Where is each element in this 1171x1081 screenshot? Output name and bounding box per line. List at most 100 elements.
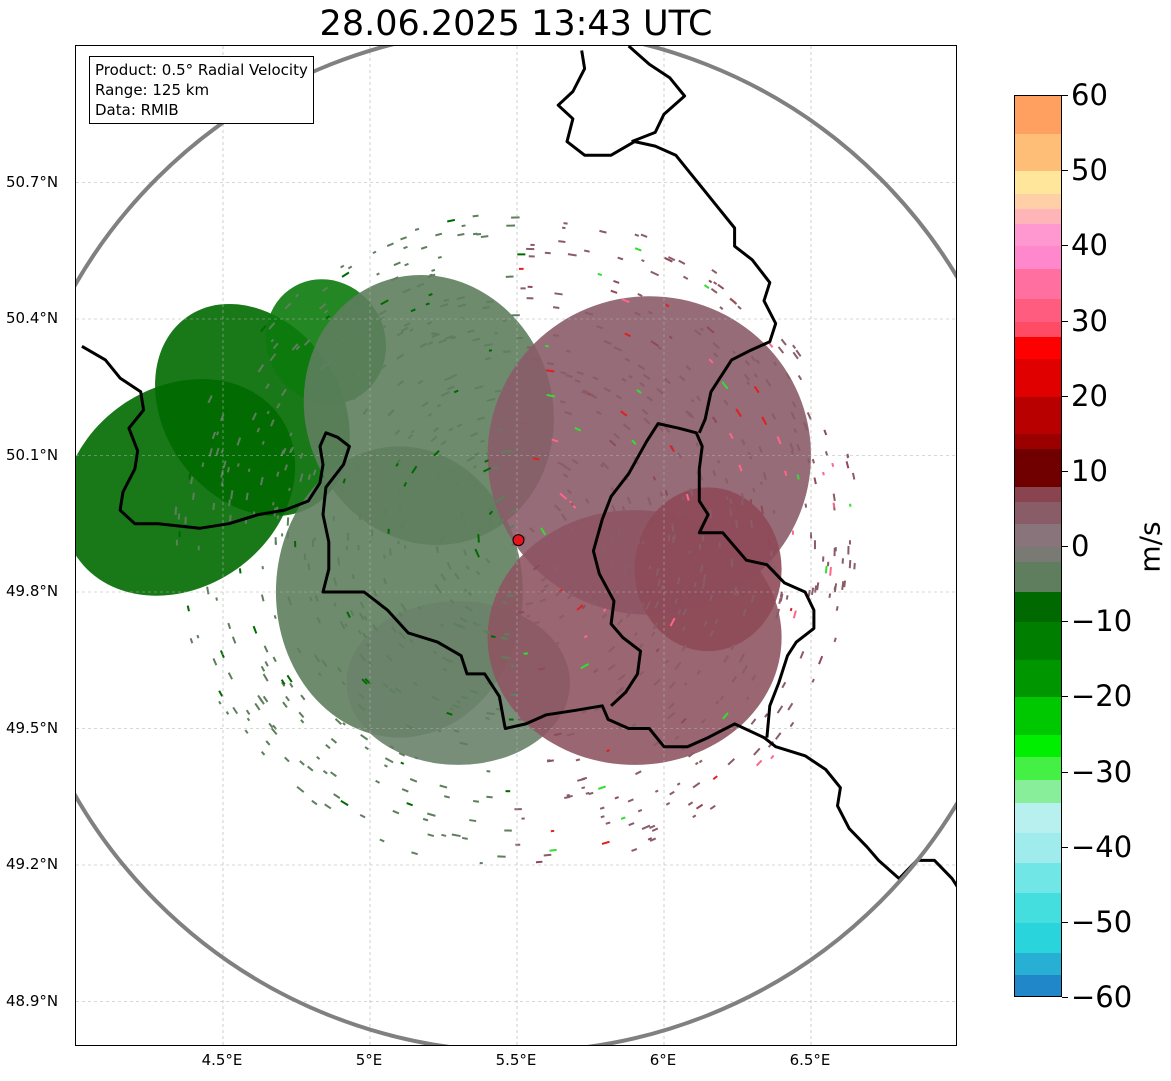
echo-speckle	[341, 271, 350, 278]
echo-speckle	[731, 675, 738, 683]
echo-speckle	[724, 478, 729, 484]
echo-speckle	[189, 476, 194, 485]
echo-speckle	[755, 759, 763, 767]
echo-speckle	[634, 311, 641, 316]
echo-speckle	[367, 661, 373, 667]
echo-speckle	[833, 586, 837, 591]
echo-speckle	[294, 540, 297, 548]
echo-speckle	[196, 634, 200, 639]
echo-speckle	[473, 481, 478, 486]
echo-speckle	[261, 566, 264, 570]
echo-speckle	[655, 647, 660, 653]
echo-speckle	[435, 232, 443, 237]
echo-speckle	[439, 784, 448, 789]
echo-speckle	[741, 664, 748, 674]
echo-speckle	[642, 373, 651, 381]
echo-speckle	[227, 672, 233, 680]
echo-speckle	[400, 761, 405, 765]
echo-speckle	[384, 757, 394, 764]
echo-speckle	[567, 253, 577, 257]
echo-speckle	[665, 802, 671, 806]
echo-speckle	[473, 799, 480, 803]
echo-speckle	[371, 529, 374, 537]
echo-speckle	[299, 452, 304, 459]
echo-speckle	[552, 306, 560, 309]
echo-speckle	[318, 303, 327, 310]
echo-speckle	[622, 564, 627, 573]
echo-speckle	[631, 439, 637, 446]
echo-speckle	[231, 636, 237, 644]
echo-speckle	[770, 550, 773, 557]
echo-speckle	[316, 616, 321, 624]
echo-speckle	[607, 664, 616, 671]
echo-speckle	[516, 718, 525, 721]
echo-speckle	[530, 243, 535, 247]
echo-speckle	[484, 357, 492, 361]
echo-speckle	[529, 675, 537, 679]
echo-speckle	[807, 589, 811, 597]
echo-speckle	[456, 423, 463, 428]
echo-speckle	[813, 540, 816, 550]
echo-speckle	[487, 505, 494, 512]
echo-speckle	[459, 616, 468, 623]
colorbar-segment	[1015, 434, 1061, 450]
echo-speckle	[567, 592, 575, 600]
echo-speckle	[717, 459, 721, 464]
radar-map[interactable]	[75, 45, 957, 1046]
echo-speckle	[409, 778, 418, 783]
echo-speckle	[362, 632, 368, 639]
echo-speckle	[553, 732, 562, 737]
echo-speckle	[401, 788, 409, 793]
echo-speckle	[657, 346, 663, 351]
colorbar-tick-mark	[1062, 997, 1068, 998]
echo-speckle	[433, 449, 440, 457]
echo-speckle	[400, 603, 407, 612]
echo-speckle	[824, 451, 829, 456]
echo-speckle	[593, 668, 599, 673]
echo-speckle	[776, 436, 782, 445]
echo-speckle	[260, 665, 266, 672]
echo-speckle	[621, 506, 627, 515]
echo-speckle	[700, 564, 704, 573]
echo-speckle	[787, 702, 794, 711]
echo-speckle	[843, 580, 847, 588]
echo-speckle	[355, 465, 361, 473]
colorbar-tick-mark	[1062, 621, 1068, 623]
echo-speckle	[411, 851, 418, 856]
echo-speckle	[776, 608, 781, 617]
echo-speckle	[341, 681, 346, 686]
echo-speckle	[823, 429, 828, 436]
echo-speckle	[671, 523, 675, 533]
echo-speckle	[474, 548, 480, 558]
echo-speckle	[430, 331, 435, 335]
echo-speckle	[834, 547, 837, 552]
echo-speckle	[449, 599, 455, 604]
echo-speckle	[760, 481, 763, 486]
radar-site-marker[interactable]	[512, 534, 525, 547]
echo-speckle	[736, 592, 739, 597]
echo-speckle	[696, 395, 702, 402]
echo-speckle	[457, 303, 467, 308]
echo-speckle	[403, 481, 408, 487]
echo-speckle	[602, 544, 605, 554]
echo-speckle	[330, 771, 337, 778]
gridlines	[76, 46, 956, 1045]
echo-speckle	[378, 309, 387, 316]
echo-speckle	[646, 395, 653, 402]
echo-speckle	[528, 255, 535, 258]
echo-speckle	[624, 357, 631, 362]
colorbar-segment	[1015, 547, 1061, 563]
echo-speckle	[543, 540, 546, 545]
echo-speckle	[557, 461, 566, 467]
echo-speckle	[246, 717, 251, 722]
echo-speckle	[685, 365, 692, 371]
echo-speckle	[634, 233, 640, 237]
echo-speckle	[389, 688, 396, 694]
echo-speckle	[738, 464, 743, 472]
echo-speckle	[847, 545, 850, 555]
echo-speckle	[441, 833, 447, 837]
echo-speckle	[345, 545, 349, 551]
echo-speckle	[485, 300, 494, 304]
echo-speckle	[441, 656, 451, 663]
echo-speckle	[641, 824, 651, 830]
